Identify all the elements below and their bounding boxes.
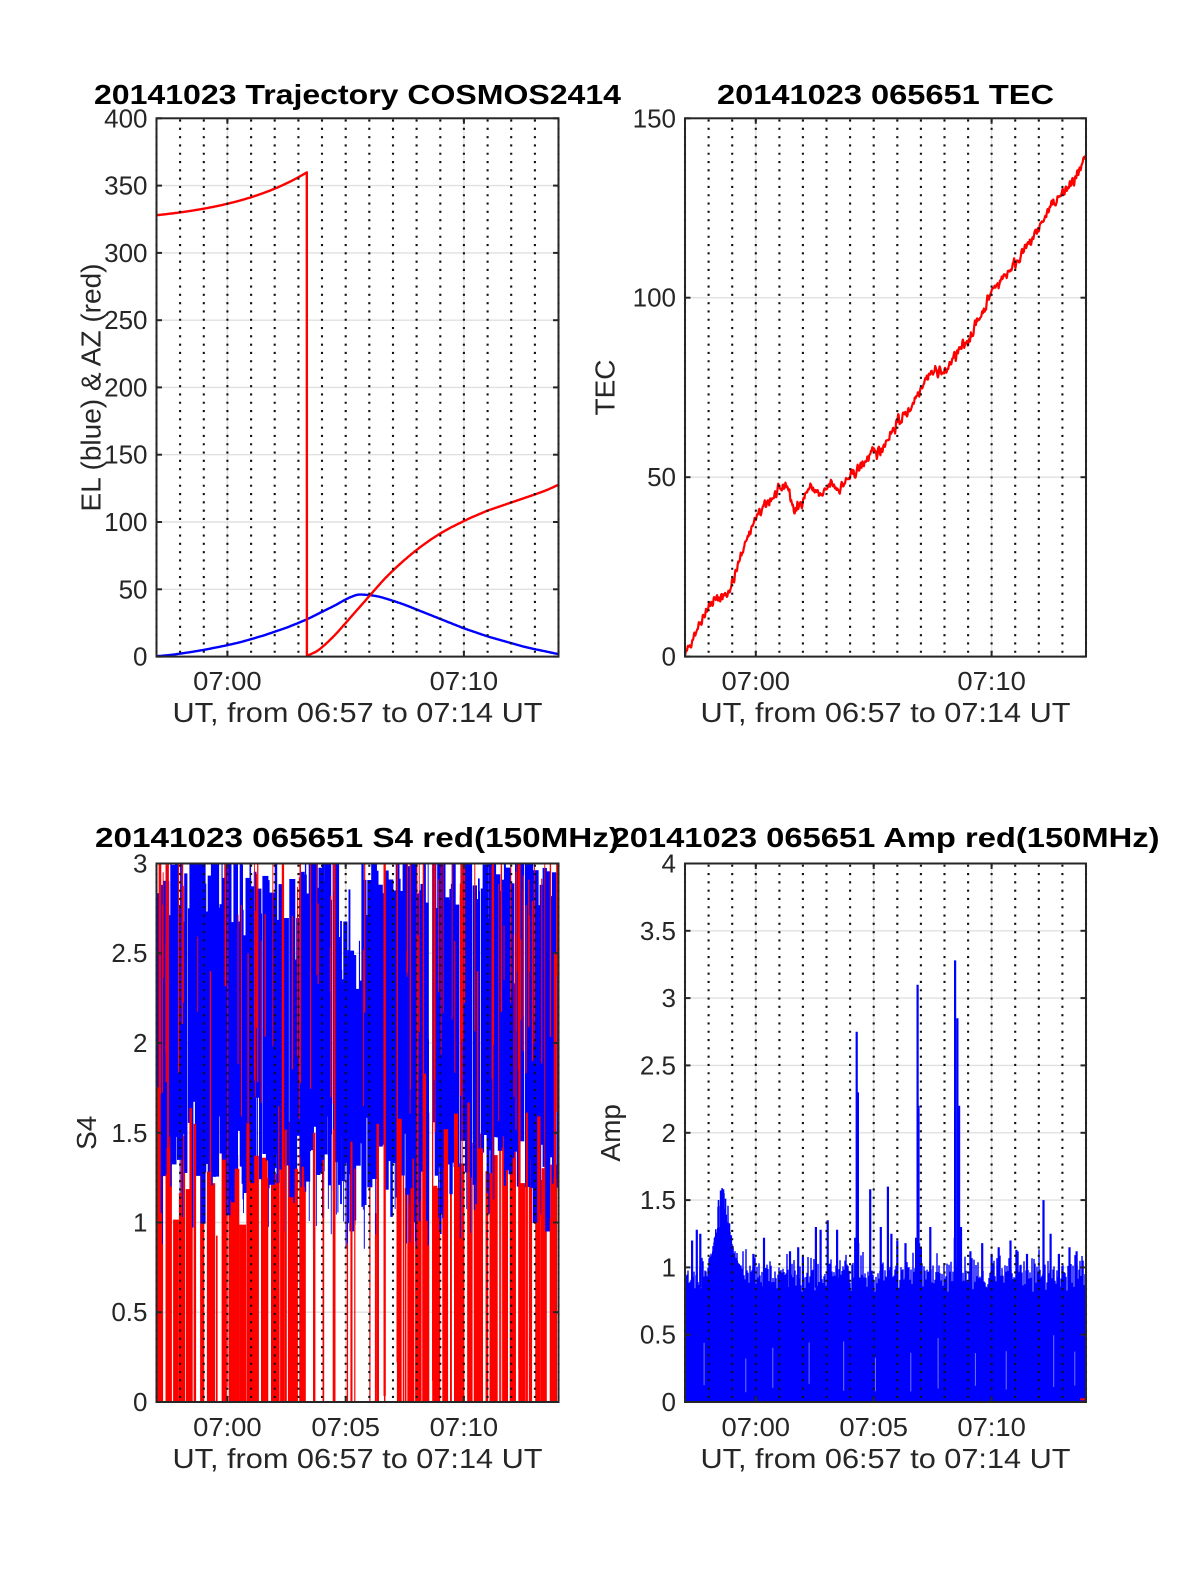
svg-text:2.5: 2.5 [640, 1050, 676, 1080]
svg-text:0.5: 0.5 [111, 1297, 147, 1327]
svg-text:EL (blue) & AZ (red): EL (blue) & AZ (red) [76, 264, 107, 512]
svg-text:07:10: 07:10 [957, 666, 1026, 696]
svg-text:350: 350 [104, 171, 147, 201]
svg-text:07:00: 07:00 [193, 1412, 262, 1442]
svg-text:400: 400 [104, 103, 147, 133]
svg-text:50: 50 [119, 574, 148, 604]
svg-text:07:10: 07:10 [430, 666, 499, 696]
svg-text:20141023 065651 Amp red(150MHz: 20141023 065651 Amp red(150MHz) [612, 822, 1160, 853]
svg-text:4: 4 [662, 849, 676, 879]
svg-text:20141023 065651 S4 red(150MHz): 20141023 065651 S4 red(150MHz) [95, 822, 620, 853]
svg-text:1: 1 [662, 1252, 676, 1282]
svg-text:0: 0 [662, 642, 676, 672]
svg-text:TEC: TEC [590, 360, 621, 416]
svg-text:250: 250 [104, 305, 147, 335]
svg-text:20141023 Trajectory COSMOS2414: 20141023 Trajectory COSMOS2414 [94, 79, 621, 110]
svg-text:UT, from 06:57 to 07:14 UT: UT, from 06:57 to 07:14 UT [173, 697, 543, 728]
svg-text:07:05: 07:05 [311, 1412, 380, 1442]
svg-text:07:00: 07:00 [722, 666, 791, 696]
svg-text:S4: S4 [71, 1116, 102, 1150]
svg-text:2: 2 [662, 1118, 676, 1148]
svg-text:2.5: 2.5 [111, 938, 147, 968]
svg-text:150: 150 [104, 440, 147, 470]
svg-text:100: 100 [633, 283, 676, 313]
svg-text:1: 1 [133, 1208, 147, 1238]
svg-text:07:10: 07:10 [957, 1412, 1026, 1442]
svg-text:3.5: 3.5 [640, 916, 676, 946]
svg-text:07:05: 07:05 [839, 1412, 908, 1442]
svg-text:0: 0 [133, 642, 147, 672]
svg-text:200: 200 [104, 372, 147, 402]
svg-text:150: 150 [633, 103, 676, 133]
svg-text:1.5: 1.5 [640, 1185, 676, 1215]
svg-text:Amp: Amp [595, 1104, 626, 1162]
svg-text:3: 3 [133, 849, 147, 879]
svg-text:07:00: 07:00 [722, 1412, 791, 1442]
svg-text:0: 0 [662, 1387, 676, 1417]
svg-text:100: 100 [104, 507, 147, 537]
svg-text:07:10: 07:10 [430, 1412, 499, 1442]
svg-text:07:00: 07:00 [193, 666, 262, 696]
svg-text:2: 2 [133, 1028, 147, 1058]
svg-text:0: 0 [133, 1387, 147, 1417]
svg-text:UT, from 06:57 to 07:14 UT: UT, from 06:57 to 07:14 UT [701, 1443, 1071, 1474]
svg-text:3: 3 [662, 983, 676, 1013]
svg-text:0.5: 0.5 [640, 1320, 676, 1350]
svg-text:20141023 065651 TEC: 20141023 065651 TEC [717, 79, 1054, 110]
svg-text:UT, from 06:57 to 07:14 UT: UT, from 06:57 to 07:14 UT [701, 697, 1071, 728]
svg-text:300: 300 [104, 238, 147, 268]
svg-text:50: 50 [647, 462, 676, 492]
svg-text:1.5: 1.5 [111, 1118, 147, 1148]
svg-text:UT, from 06:57 to 07:14 UT: UT, from 06:57 to 07:14 UT [173, 1443, 543, 1474]
